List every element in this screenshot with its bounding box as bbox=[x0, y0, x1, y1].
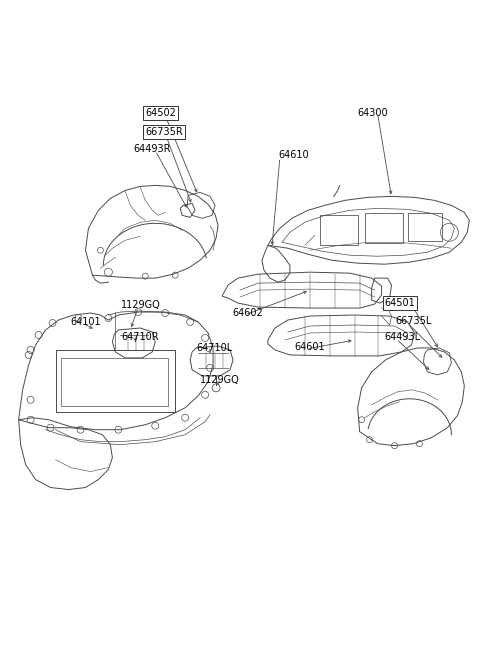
Text: 64502: 64502 bbox=[145, 107, 176, 118]
Text: 64601: 64601 bbox=[295, 342, 325, 352]
Text: 64501: 64501 bbox=[384, 298, 415, 308]
Text: 66735L: 66735L bbox=[396, 316, 432, 326]
Bar bbox=[408, 214, 443, 241]
Bar bbox=[320, 215, 358, 245]
Text: 1129GQ: 1129GQ bbox=[200, 375, 240, 385]
Text: 64710R: 64710R bbox=[121, 332, 159, 342]
Text: 1129GQ: 1129GQ bbox=[121, 300, 161, 310]
Bar bbox=[60, 358, 168, 406]
Text: 64493R: 64493R bbox=[133, 143, 171, 153]
Bar bbox=[365, 214, 403, 243]
Text: 64101: 64101 bbox=[71, 317, 101, 327]
Text: 64300: 64300 bbox=[358, 107, 388, 118]
Text: 66735R: 66735R bbox=[145, 126, 183, 137]
Text: 64710L: 64710L bbox=[196, 343, 232, 353]
Bar bbox=[56, 350, 175, 412]
Text: 64610: 64610 bbox=[278, 151, 309, 160]
Text: 64493L: 64493L bbox=[384, 332, 420, 342]
Text: 64602: 64602 bbox=[232, 308, 263, 318]
